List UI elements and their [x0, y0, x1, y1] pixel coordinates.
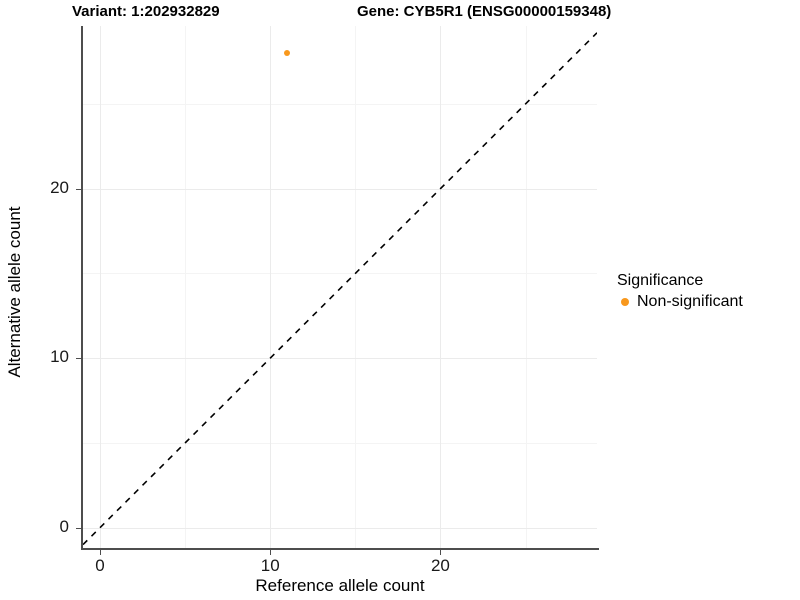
- y-axis-ticklabel: 0: [59, 516, 69, 536]
- gridline-major-vertical: [270, 26, 272, 548]
- gridline-minor-horizontal: [83, 442, 597, 444]
- x-axis-title: Reference allele count: [255, 576, 425, 595]
- y-axis-ticklabel: 10: [50, 347, 69, 367]
- y-axis-tickmark: [76, 188, 81, 190]
- gridline-major-vertical: [100, 26, 102, 548]
- y-axis-line: [81, 26, 83, 550]
- gridline-major-horizontal: [83, 188, 597, 190]
- gridline-major-horizontal: [83, 527, 597, 529]
- y-axis-ticklabel: 20: [50, 177, 69, 197]
- legend: Significance Non-significant: [617, 272, 743, 312]
- legend-key-swatch: [617, 294, 633, 310]
- legend-dot-icon: [621, 298, 629, 306]
- x-axis-tickmark: [100, 550, 102, 555]
- gridline-major-horizontal: [83, 358, 597, 360]
- gridline-major-vertical: [440, 26, 442, 548]
- x-axis-line: [81, 548, 599, 550]
- plot-panel: [83, 26, 597, 548]
- x-axis-ticklabel: 0: [95, 556, 105, 575]
- y-axis-tickmark: [76, 358, 81, 360]
- legend-items: Non-significant: [617, 292, 743, 312]
- legend-title: Significance: [617, 272, 704, 289]
- gridline-minor-horizontal: [83, 103, 597, 105]
- gene-title: Gene: CYB5R1 (ENSG00000159348): [357, 3, 612, 20]
- y-axis-tickmark: [76, 527, 81, 529]
- data-point[interactable]: [284, 50, 291, 57]
- y-axis-title: Alternative allele count: [5, 206, 24, 378]
- x-axis-tickmark: [270, 550, 272, 555]
- legend-item-label: Non-significant: [637, 293, 743, 310]
- gridline-minor-horizontal: [83, 273, 597, 275]
- variant-title: Variant: 1:202932829: [72, 3, 220, 20]
- x-axis-ticklabel: 20: [430, 556, 450, 575]
- x-axis-ticklabel: 10: [260, 556, 280, 575]
- legend-item[interactable]: Non-significant: [617, 292, 743, 312]
- x-axis-tickmark: [440, 550, 442, 555]
